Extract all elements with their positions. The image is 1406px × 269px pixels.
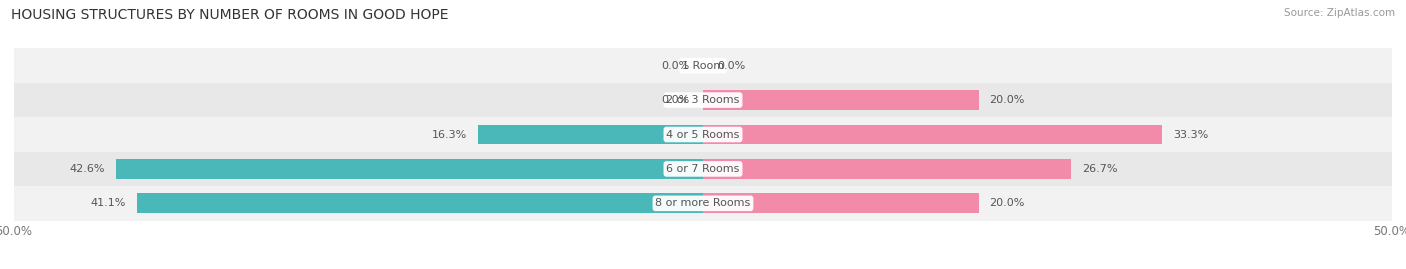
Bar (14, 83, 1392, 117)
Text: HOUSING STRUCTURES BY NUMBER OF ROOMS IN GOOD HOPE: HOUSING STRUCTURES BY NUMBER OF ROOMS IN… (11, 8, 449, 22)
Bar (14, 186, 1392, 221)
Bar (14, 152, 1392, 186)
Text: 0.0%: 0.0% (717, 61, 745, 71)
Bar (478, 125, 703, 144)
Text: 0.0%: 0.0% (661, 95, 689, 105)
Bar (703, 125, 1161, 144)
Bar (117, 159, 703, 179)
Text: 41.1%: 41.1% (90, 198, 125, 208)
Text: 6 or 7 Rooms: 6 or 7 Rooms (666, 164, 740, 174)
Text: 20.0%: 20.0% (990, 95, 1025, 105)
Bar (703, 159, 1071, 179)
Text: 26.7%: 26.7% (1083, 164, 1118, 174)
Bar (703, 193, 979, 213)
Bar (14, 117, 1392, 152)
Bar (703, 90, 979, 110)
Text: 1 Room: 1 Room (682, 61, 724, 71)
Text: 4 or 5 Rooms: 4 or 5 Rooms (666, 129, 740, 140)
Text: 8 or more Rooms: 8 or more Rooms (655, 198, 751, 208)
Text: 2 or 3 Rooms: 2 or 3 Rooms (666, 95, 740, 105)
Text: 16.3%: 16.3% (432, 129, 467, 140)
Text: Source: ZipAtlas.com: Source: ZipAtlas.com (1284, 8, 1395, 18)
Text: 0.0%: 0.0% (661, 61, 689, 71)
Text: 33.3%: 33.3% (1173, 129, 1208, 140)
Bar (136, 193, 703, 213)
Bar (14, 48, 1392, 83)
Text: 20.0%: 20.0% (990, 198, 1025, 208)
Text: 42.6%: 42.6% (69, 164, 105, 174)
